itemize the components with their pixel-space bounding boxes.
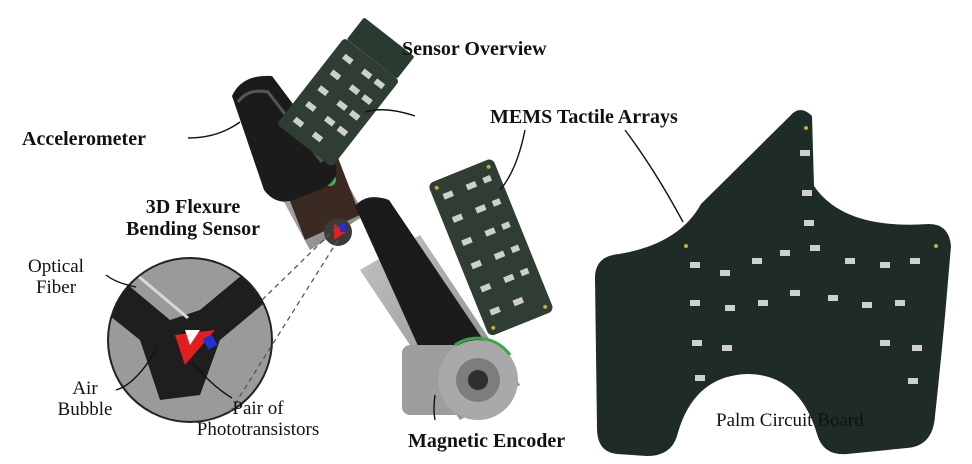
label-flexure-line2: Bending Sensor <box>126 218 260 241</box>
label-magnetic-encoder: Magnetic Encoder <box>408 430 566 452</box>
label-phototransistors: Pair of Phototransistors <box>178 398 338 441</box>
label-flexure-line1: 3D Flexure <box>145 196 241 218</box>
label-accelerometer: Accelerometer <box>22 128 146 150</box>
label-optical-fiber: Optical Fiber <box>10 256 102 299</box>
label-pair-line2: Phototransistors <box>196 419 320 441</box>
leader-lines <box>105 109 684 421</box>
label-palm-circuit-board: Palm Circuit Board <box>716 410 864 431</box>
label-flexure-sensor: 3D Flexure Bending Sensor <box>108 196 278 241</box>
robotic-finger <box>232 75 520 420</box>
label-mems-tactile-arrays: MEMS Tactile Arrays <box>490 106 678 128</box>
zoom-inset <box>107 225 339 423</box>
label-air-line2: Bubble <box>57 399 113 421</box>
palm-circuit-board <box>595 110 951 456</box>
label-pair-line1: Pair of <box>232 398 284 419</box>
label-optical-line1: Optical <box>28 256 84 277</box>
mems-array-bottom <box>429 159 553 336</box>
mems-array-top <box>278 18 414 166</box>
label-air-line1: Air <box>72 378 98 399</box>
label-air-bubble: Air Bubble <box>50 378 120 421</box>
label-optical-line2: Fiber <box>35 277 77 299</box>
figure-title: Sensor Overview <box>402 38 547 60</box>
